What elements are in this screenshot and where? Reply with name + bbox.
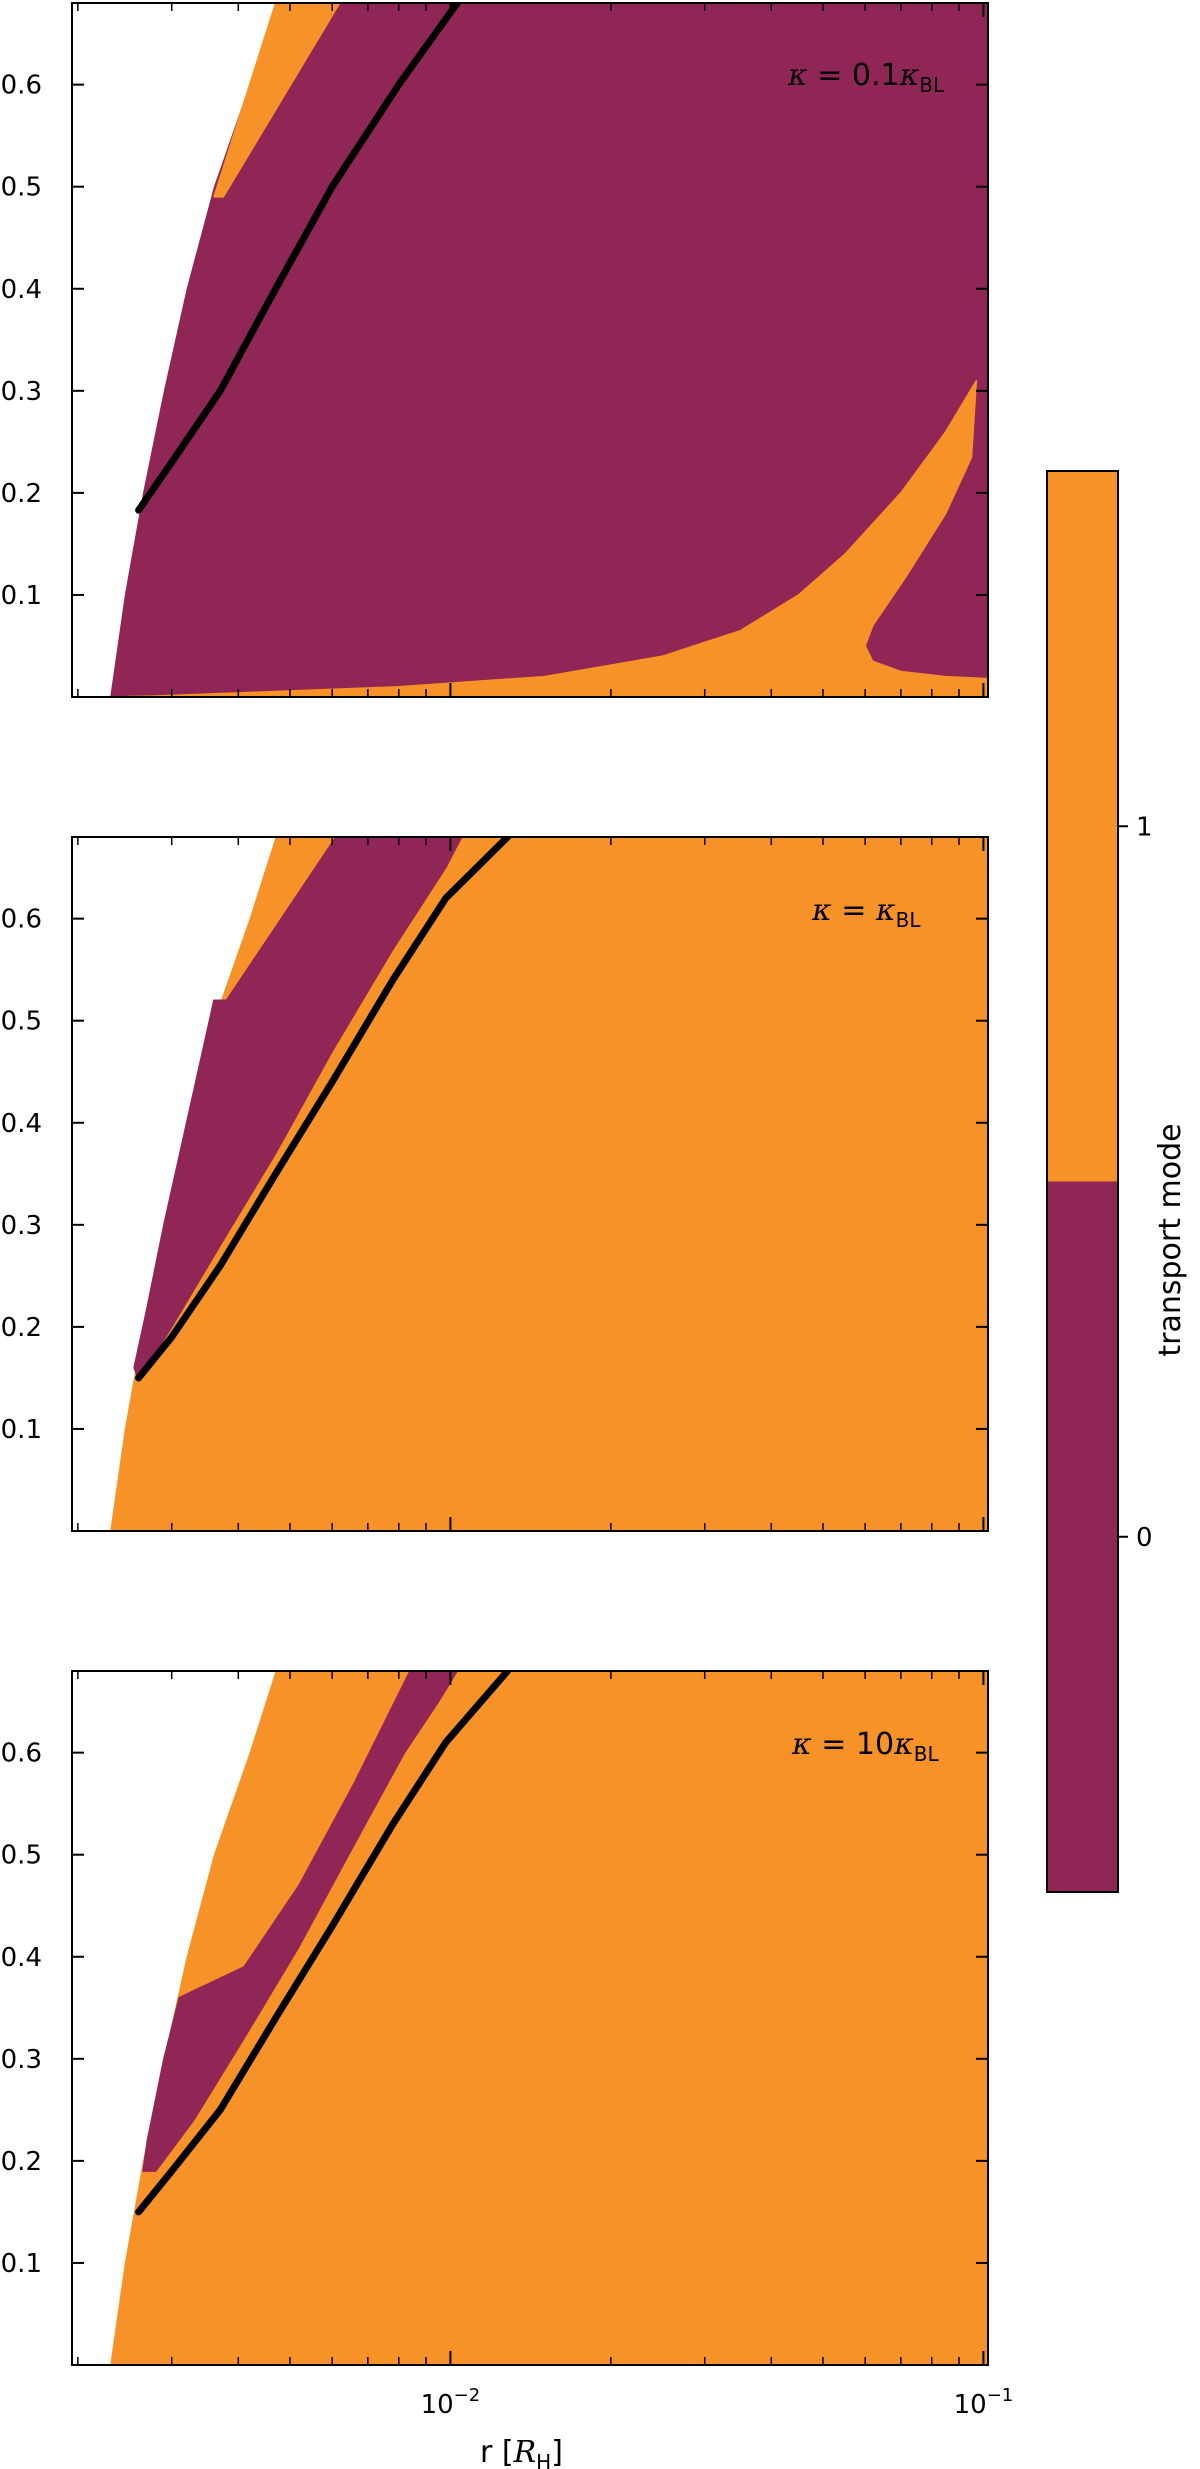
x-axis-label-text: r [ bbox=[480, 2435, 514, 2469]
x-axis-label-symbol: R bbox=[513, 2435, 537, 2469]
panel-label: κ = 0.1κBL bbox=[787, 58, 945, 97]
panel-plot-area bbox=[110, 837, 988, 1531]
y-tick-label: 0.6 bbox=[1, 1739, 42, 1769]
y-tick-label: 0.3 bbox=[1, 2045, 42, 2075]
boundary-curve bbox=[135, 837, 512, 1382]
y-axis: 0.1 0.2 0.3 0.4 0.5 0.6 bbox=[1, 905, 988, 1445]
y-tick-label: 0.2 bbox=[1, 1313, 42, 1343]
colorbar-mode-0 bbox=[1047, 1181, 1118, 1892]
y-tick-label: 0.5 bbox=[1, 173, 42, 203]
panel-plot-area bbox=[109, 3, 988, 697]
panel-label: κ = κBL bbox=[811, 893, 921, 932]
x-axis-label: r [RH] bbox=[480, 2435, 563, 2469]
x-tick-label: 10−2 bbox=[421, 2385, 481, 2420]
panel-plot-area bbox=[110, 1671, 988, 2365]
y-axis: 0.1 0.2 0.3 0.4 0.5 0.6 bbox=[1, 71, 988, 611]
y-tick-label: 0.6 bbox=[1, 905, 42, 935]
y-tick-label: 0.4 bbox=[1, 1109, 42, 1139]
colorbar-tick-label: 0 bbox=[1136, 1523, 1153, 1553]
panel-label: κ = 10κBL bbox=[791, 1727, 939, 1766]
svg-text:r [RH]: r [RH] bbox=[480, 2435, 563, 2469]
region-mode-1-0 bbox=[213, 3, 341, 198]
colorbar-mode-1 bbox=[1047, 471, 1118, 1182]
boundary-curve bbox=[135, 3, 461, 514]
y-tick-label: 0.4 bbox=[1, 275, 42, 305]
colorbar: 01 transport mode bbox=[1046, 470, 1188, 1893]
x-axis: 10−2 10−1 bbox=[77, 1671, 1014, 2420]
region-mode-0-0 bbox=[142, 1671, 459, 2172]
colorbar-label: transport mode bbox=[1153, 1123, 1188, 1356]
panels: 0.1 0.2 0.3 0.4 0.5 0.6 κ = 0.1κBL 0.1 0.2 0.3 0.4… bbox=[1, 2, 1014, 2420]
panel-kappa-1: 0.1 0.2 0.3 0.4 0.5 0.6 κ = κBL bbox=[1, 836, 989, 1532]
x-axis-label-close: ] bbox=[551, 2435, 563, 2469]
y-tick-label: 0.6 bbox=[1, 71, 42, 101]
region-mode-0-0 bbox=[133, 837, 463, 1381]
colorbar-ticks: 01 bbox=[1118, 812, 1153, 1553]
x-axis bbox=[77, 837, 985, 1531]
y-tick-label: 0.2 bbox=[1, 2147, 42, 2177]
y-tick-label: 0.2 bbox=[1, 479, 42, 509]
y-tick-label: 0.4 bbox=[1, 1943, 42, 1973]
panel-kappa-0.1: 0.1 0.2 0.3 0.4 0.5 0.6 κ = 0.1κBL bbox=[1, 2, 989, 698]
x-axis-label-sub: H bbox=[536, 2450, 551, 2469]
boundary-curve bbox=[135, 1671, 512, 2216]
y-tick-label: 0.1 bbox=[1, 1415, 42, 1445]
panel-frame bbox=[71, 2, 989, 698]
colorbar-frame bbox=[1046, 470, 1119, 1893]
panel-kappa-10: 0.1 0.2 0.3 0.4 0.5 0.6 10−2 10−1 κ = 10κBL bbox=[1, 1670, 1014, 2420]
y-tick-label: 0.5 bbox=[1, 1007, 42, 1037]
y-tick-label: 0.3 bbox=[1, 1211, 42, 1241]
region-base-mode-0 bbox=[110, 3, 988, 697]
y-axis: 0.1 0.2 0.3 0.4 0.5 0.6 bbox=[1, 1739, 988, 2279]
y-tick-label: 0.5 bbox=[1, 1841, 42, 1871]
region-mode-1-1 bbox=[109, 379, 988, 697]
colorbar-tick-label: 1 bbox=[1136, 812, 1153, 842]
y-tick-label: 0.1 bbox=[1, 2249, 42, 2279]
y-tick-label: 0.1 bbox=[1, 581, 42, 611]
panel-frame bbox=[71, 836, 989, 1532]
panel-frame bbox=[71, 1670, 989, 2366]
y-tick-label: 0.3 bbox=[1, 377, 42, 407]
x-tick-label: 10−1 bbox=[954, 2385, 1014, 2420]
x-axis bbox=[77, 3, 985, 697]
